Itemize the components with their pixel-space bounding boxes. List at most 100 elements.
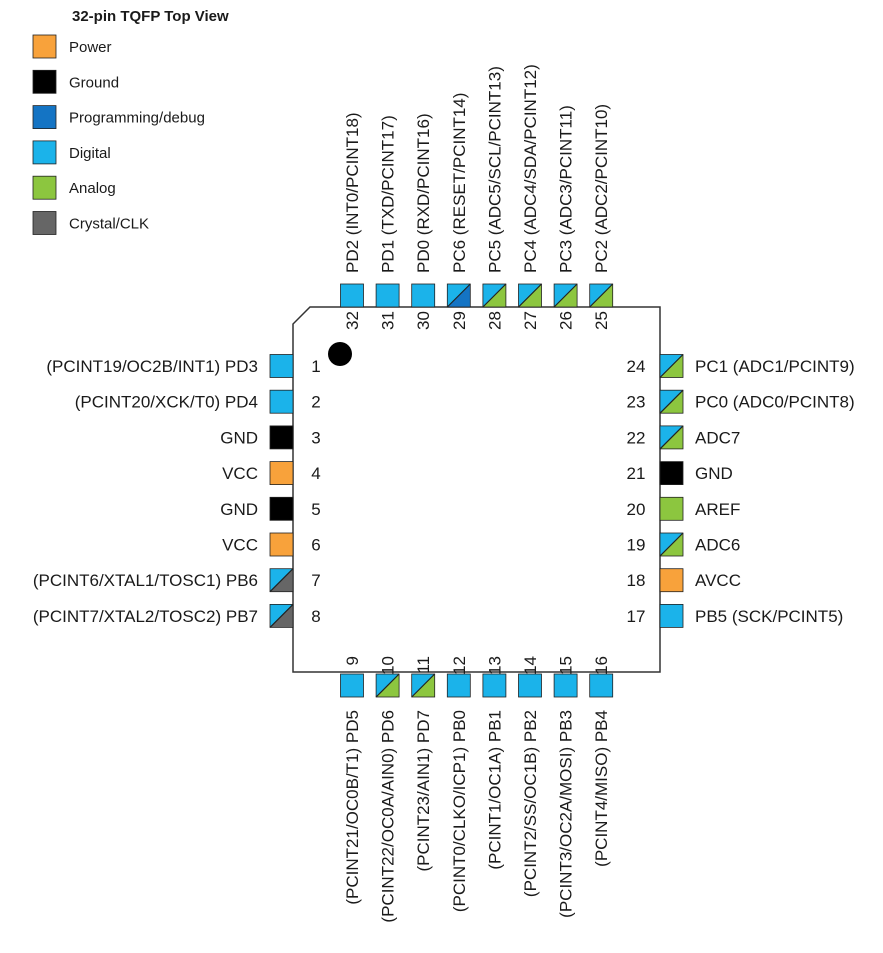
pin-6-label: VCC — [222, 536, 258, 555]
pin-27: 27 PC4 (ADC4/SDA/PCINT12) — [518, 64, 542, 330]
pin-7-pad-divider — [269, 568, 294, 593]
pin-26-pad-border — [553, 283, 578, 308]
pin-3-label: GND — [220, 428, 258, 447]
pin-17-number: 17 — [627, 607, 646, 626]
pin-32-number: 32 — [343, 311, 362, 330]
pin-7: 7 (PCINT6/XTAL1/TOSC1) PB6 — [33, 568, 321, 593]
pin-27-number: 27 — [521, 311, 540, 330]
pin-10: 10 (PCINT22/OC0A/AIN0) PD6 — [375, 656, 400, 923]
pin-28-pad-border — [482, 283, 507, 308]
pin-15-label: (PCINT3/OC2A/MOSI) PB3 — [557, 710, 576, 918]
pin-8: 8 (PCINT7/XTAL2/TOSC2) PB7 — [33, 603, 321, 628]
pin-14-pad-border — [518, 673, 542, 698]
pin-31: 31 PD1 (TXD/PCINT17) — [375, 115, 400, 330]
pin-25-pad-divider — [589, 283, 614, 308]
pin-3-pad — [270, 425, 293, 449]
pin-4-pad — [270, 461, 293, 485]
pin-24-number: 24 — [627, 357, 646, 376]
pin-20-pad-border — [659, 496, 684, 521]
pin-24-pad-border — [659, 354, 684, 378]
pin-14: 14 (PCINT2/SS/OC1B) PB2 — [518, 656, 542, 897]
pin-1-pad — [270, 354, 293, 378]
pin-29: 29 PC6 (RESET/PCINT14) — [446, 93, 471, 330]
pin-20: 20 AREF — [627, 496, 740, 521]
pin-15: 15 (PCINT3/OC2A/MOSI) PB3 — [553, 656, 578, 918]
pin-32-label: PD2 (INT0/PCINT18) — [343, 112, 362, 273]
pin1-indicator-dot — [328, 342, 352, 366]
pin-8-pad-divider — [269, 603, 294, 628]
pin-7-pad-border — [269, 568, 294, 593]
pin-5: 5 GND — [220, 496, 321, 521]
legend-swatch-analog — [32, 175, 57, 200]
pin-13-label: (PCINT1/OC1A) PB1 — [485, 710, 504, 870]
pin-18: 18 AVCC — [627, 568, 741, 593]
pin-5-label: GND — [220, 500, 258, 519]
pin-31-pad — [376, 284, 400, 307]
pin-15-pad-border — [553, 673, 578, 698]
pin-21: 21 GND — [627, 461, 733, 486]
pin-10-number: 10 — [379, 656, 398, 675]
pin-26: 26 PC3 (ADC3/PCINT11) — [553, 105, 578, 330]
pin-19-pad-border — [659, 532, 684, 557]
legend-swatch-crystal-clk — [32, 211, 57, 235]
legend-swatch-ground — [32, 69, 57, 94]
pin-27-label: PC4 (ADC4/SDA/PCINT12) — [521, 64, 540, 273]
pin-24-label: PC1 (ADC1/PCINT9) — [695, 357, 855, 376]
pin-19: 19 ADC6 — [627, 532, 740, 557]
pin-23: 23 PC0 (ADC0/PCINT8) — [627, 389, 855, 414]
pin-7-label: (PCINT6/XTAL1/TOSC1) PB6 — [33, 571, 258, 590]
pin-32-pad-border — [340, 283, 364, 308]
pin-12: 12 (PCINT0/CLKO/ICP1) PB0 — [446, 656, 471, 912]
legend-label-digital: Digital — [69, 145, 111, 162]
pin-21-label: GND — [695, 464, 733, 483]
pin-1-label: (PCINT19/OC2B/INT1) PD3 — [46, 357, 258, 376]
pin-11-number: 11 — [414, 656, 433, 674]
pin-8-number: 8 — [311, 607, 320, 626]
pin-11: 11 (PCINT23/AIN1) PD7 — [411, 656, 436, 872]
pin-30-pad-border — [411, 283, 436, 308]
pin-8-pad-border — [269, 604, 294, 628]
pin-13-pad-border — [482, 673, 507, 698]
pin-27-pad-border — [518, 283, 542, 308]
pin-18-pad-border — [659, 568, 684, 593]
pin-9-pad-border — [340, 673, 364, 698]
legend-label-ground: Ground — [69, 74, 119, 91]
pin-4: 4 VCC — [222, 461, 321, 486]
pin-32-pad — [340, 284, 364, 307]
pin-30-pad — [411, 284, 435, 307]
pin-3-pad-border — [269, 425, 294, 450]
legend-label-power: Power — [69, 39, 112, 56]
pin-5-pad-border — [269, 496, 294, 521]
pin-22-pad-divider — [659, 425, 684, 450]
pin-10-pad-divider — [375, 673, 400, 698]
pin-11-label: (PCINT23/AIN1) PD7 — [414, 710, 433, 872]
pin-15-number: 15 — [557, 656, 576, 675]
legend-label-crystal-clk: Crystal/CLK — [69, 216, 149, 233]
pin-30-label: PD0 (RXD/PCINT16) — [414, 113, 433, 273]
pin-30-number: 30 — [414, 311, 433, 330]
pin-29-pad-divider — [446, 283, 471, 308]
legend-label-analog: Analog — [69, 180, 116, 197]
pin-32: 32 PD2 (INT0/PCINT18) — [340, 112, 364, 330]
pin-20-number: 20 — [627, 500, 646, 519]
pin-14-label: (PCINT2/SS/OC1B) PB2 — [521, 710, 540, 897]
pin-6-pad — [270, 533, 293, 556]
pin-9: 9 (PCINT21/OC0B/T1) PD5 — [340, 656, 364, 905]
diagram-title: 32-pin TQFP Top View — [72, 8, 229, 25]
pin-21-pad — [660, 461, 683, 485]
pin-16-pad — [589, 674, 613, 697]
pin-31-label: PD1 (TXD/PCINT17) — [379, 115, 398, 273]
legend-label-programming-debug: Programming/debug — [69, 110, 205, 127]
pin-17-pad-border — [659, 604, 684, 628]
pin-17-pad — [660, 604, 683, 628]
pins: 1 (PCINT19/OC2B/INT1) PD3 2 (PCINT20/XCK/T0… — [33, 64, 855, 922]
pin-29-number: 29 — [450, 311, 469, 330]
pin-23-label: PC0 (ADC0/PCINT8) — [695, 393, 855, 412]
pin-24: 24 PC1 (ADC1/PCINT9) — [627, 354, 855, 378]
pin-22-label: ADC7 — [695, 428, 740, 447]
pin-28-number: 28 — [485, 311, 504, 330]
pin-1: 1 (PCINT19/OC2B/INT1) PD3 — [46, 354, 321, 378]
pin-29-label: PC6 (RESET/PCINT14) — [450, 93, 469, 273]
pin-6-number: 6 — [311, 536, 320, 555]
pin-3: 3 GND — [220, 425, 321, 450]
